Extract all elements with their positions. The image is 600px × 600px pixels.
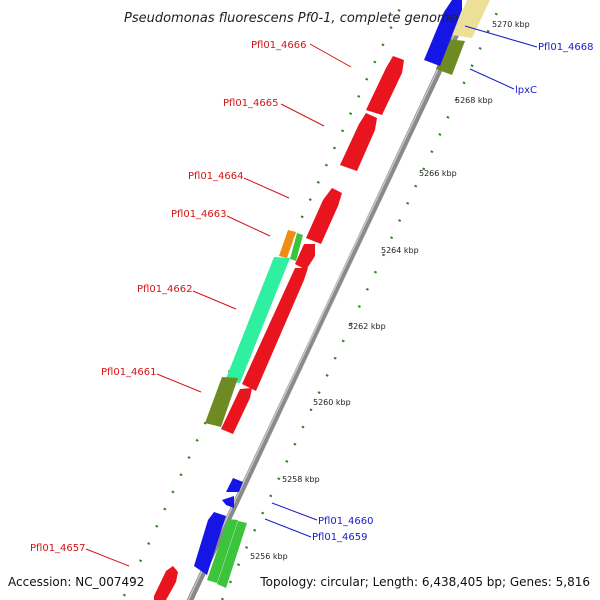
gene-arrow-pfl01-4662[interactable] [242,268,308,391]
gene-arrow-pfl01-4660[interactable] [226,478,243,492]
feature-teal [225,257,290,383]
gene-label-pfl01-4668[interactable]: Pfl01_4668 [538,42,594,53]
gene-label-pfl01-4657[interactable]: Pfl01_4657 [30,543,86,554]
tick-label: 5256 kbp [250,552,288,561]
genome-summary-text: Topology: circular; Length: 6,438,405 bp… [259,575,590,589]
feature-green-lower-a [207,519,238,583]
secondary-features [205,0,490,588]
leader-lines [85,25,538,567]
feature-olive-lower [205,377,238,427]
tick-label: 5264 kbp [381,246,419,255]
forward-genes [154,56,404,600]
feature-yellow [452,0,490,38]
map-title: Pseudomonas fluorescens Pf0-1, complete … [124,11,458,26]
gene-arrow-pfl01-4659[interactable] [222,496,234,508]
gene-label-pfl01-4662[interactable]: Pfl01_4662 [137,284,193,295]
gene-label-pfl01-4664[interactable]: Pfl01_4664 [188,171,244,182]
feature-olive-upper [436,39,465,75]
tick-label: 5266 kbp [419,169,457,178]
tick-label: 5270 kbp [492,20,530,29]
gene-label-pfl01-4665[interactable]: Pfl01_4665 [223,98,279,109]
gene-arrow-pfl01-4664[interactable] [306,188,342,244]
tick-label: 5258 kbp [282,475,320,484]
tick-label: 5260 kbp [313,398,351,407]
gene-arrow-pfl01-4657[interactable] [154,566,178,600]
gene-arrow-pfl01-4668[interactable] [424,0,462,66]
gene-arrow-reverse-lower[interactable] [194,512,226,575]
gene-labels: Pfl01_4666 Pfl01_4665 Pfl01_4664 Pfl01_4… [30,40,594,554]
gene-label-pfl01-4666[interactable]: Pfl01_4666 [251,40,307,51]
gene-label-pfl01-4660[interactable]: Pfl01_4660 [318,516,374,527]
genome-backbone [186,0,476,600]
feature-green-small [290,233,303,261]
gene-arrow-pfl01-4665[interactable] [340,113,377,171]
gene-arrow-pfl01-4661[interactable] [221,388,252,434]
feature-orange [279,230,296,258]
tick-labels: 5256 kbp 5258 kbp 5260 kbp 5262 kbp 5264… [250,20,530,561]
gene-label-pfl01-4661[interactable]: Pfl01_4661 [101,367,157,378]
tick-label: 5262 kbp [348,322,386,331]
gene-label-lpxc[interactable]: lpxC [515,85,537,96]
gene-label-pfl01-4659[interactable]: Pfl01_4659 [312,532,368,543]
gene-arrow-pfl01-4663[interactable] [295,244,315,270]
reverse-genes [194,0,462,575]
feature-green-lower-b [217,521,247,588]
gene-arrow-pfl01-4666[interactable] [366,56,404,115]
gene-label-pfl01-4663[interactable]: Pfl01_4663 [171,209,227,220]
tick-label: 5268 kbp [455,96,493,105]
accession-text: Accession: NC_007492 [8,575,144,589]
